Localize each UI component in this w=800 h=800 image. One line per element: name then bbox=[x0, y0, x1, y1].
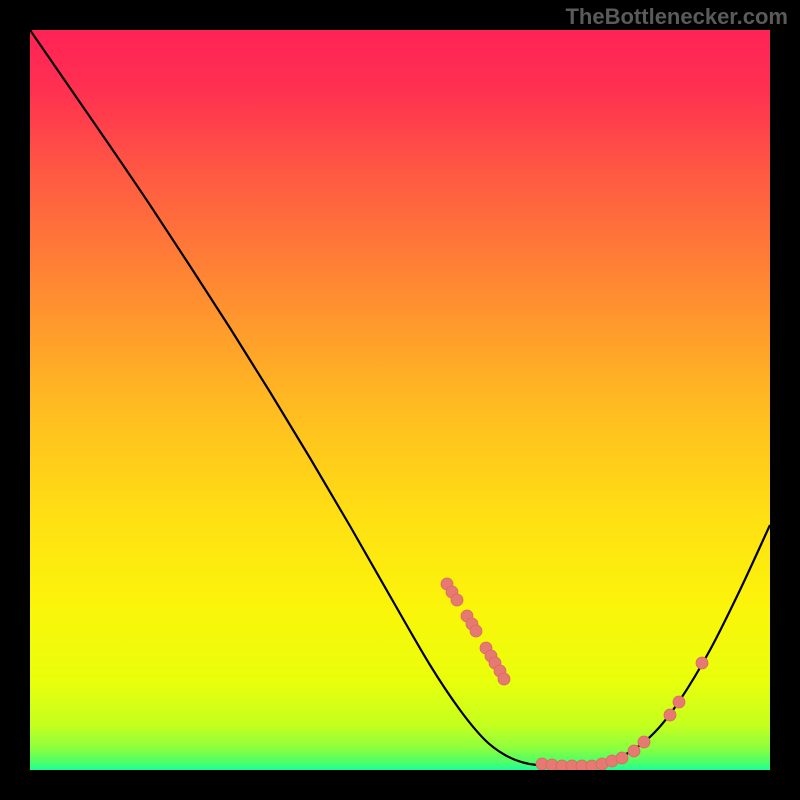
data-marker bbox=[451, 594, 463, 606]
data-marker bbox=[498, 673, 510, 685]
data-marker bbox=[673, 696, 685, 708]
data-marker bbox=[470, 625, 482, 637]
watermark-text: TheBottlenecker.com bbox=[565, 4, 788, 30]
data-marker bbox=[628, 745, 640, 757]
data-marker bbox=[664, 709, 676, 721]
bottleneck-curve bbox=[30, 30, 770, 766]
data-markers bbox=[441, 578, 708, 770]
data-marker bbox=[616, 752, 628, 764]
chart-curve-layer bbox=[30, 30, 770, 770]
data-marker bbox=[638, 736, 650, 748]
bottleneck-chart bbox=[30, 30, 770, 770]
data-marker bbox=[696, 657, 708, 669]
